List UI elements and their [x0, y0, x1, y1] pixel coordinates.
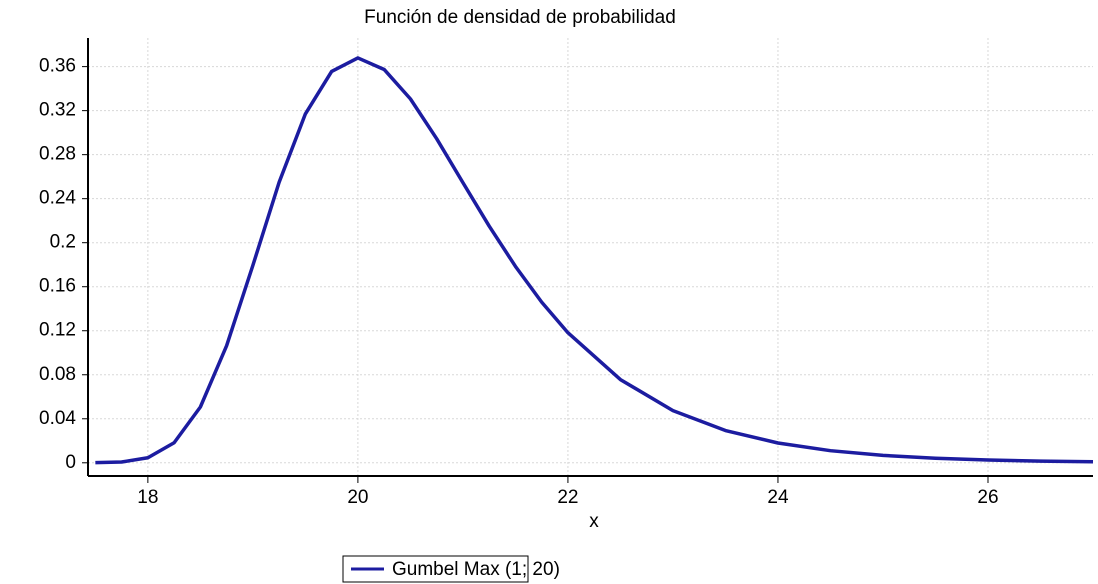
x-tick-label: 24: [767, 487, 789, 508]
y-tick-label: 0.12: [39, 320, 76, 341]
x-tick-label: 20: [347, 487, 368, 508]
y-tick-label: 0.16: [39, 276, 76, 297]
y-tick-label: 0: [65, 452, 76, 473]
legend-label: Gumbel Max (1; 20): [392, 559, 560, 580]
y-tick-label: 0.24: [39, 188, 76, 209]
y-tick-label: 0.08: [39, 364, 76, 385]
x-axis-label: x: [589, 511, 599, 532]
x-tick-label: 18: [137, 487, 158, 508]
y-tick-label: 0.28: [39, 144, 76, 165]
y-tick-label: 0.36: [39, 56, 76, 77]
y-tick-label: 0.04: [39, 408, 76, 429]
chart-title: Función de densidad de probabilidad: [364, 7, 676, 28]
x-tick-label: 26: [977, 487, 998, 508]
x-tick-label: 22: [557, 487, 578, 508]
density-line: [95, 56, 1094, 465]
y-tick-label: 0.2: [50, 232, 76, 253]
y-tick-label: 0.32: [39, 100, 76, 121]
